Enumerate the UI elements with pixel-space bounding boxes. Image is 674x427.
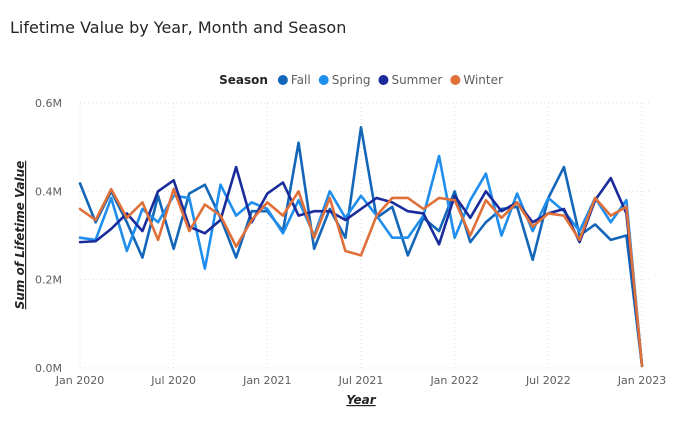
chart-title: Lifetime Value by Year, Month and Season [10, 18, 347, 37]
legend-marker-summer [378, 75, 389, 85]
x-tick-label: Jan 2020 [55, 374, 104, 387]
series-lines [78, 125, 644, 368]
legend-marker-fall [277, 75, 288, 85]
x-tick-label: Jan 2022 [429, 374, 478, 387]
x-tick-label: Jan 2023 [617, 374, 666, 387]
y-tick-label: 0.2M [35, 274, 62, 287]
legend-item-summer[interactable]: Summer [391, 73, 442, 87]
x-axis-title: Year [346, 393, 376, 407]
legend-item-winter[interactable]: Winter [463, 73, 503, 87]
y-tick-label: 0.4M [35, 185, 62, 198]
y-tick-label: 0.0M [35, 362, 62, 375]
x-tick-label: Jan 2021 [242, 374, 291, 387]
legend-title: Season [219, 73, 268, 87]
legend-marker-winter [450, 75, 461, 85]
legend-item-spring[interactable]: Spring [332, 73, 371, 87]
legend-item-fall[interactable]: Fall [291, 73, 311, 87]
series-line-winter[interactable] [78, 187, 644, 368]
series-line-spring[interactable] [78, 154, 644, 368]
x-tick-label: Jul 2022 [525, 374, 571, 387]
y-axis-ticks: 0.0M 0.2M 0.4M 0.6M [35, 97, 62, 375]
y-axis-title: Sum of Lifetime Value [13, 161, 27, 310]
x-tick-label: Jul 2021 [338, 374, 384, 387]
legend-marker-spring [318, 75, 329, 85]
x-axis-ticks: Jan 2020 Jul 2020 Jan 2021 Jul 2021 Jan 2022… [55, 374, 666, 387]
gridlines [79, 102, 652, 369]
legend[interactable]: Season Fall Spring Summer Winter [219, 73, 503, 87]
y-tick-label: 0.6M [35, 97, 62, 110]
x-tick-label: Jul 2020 [150, 374, 196, 387]
